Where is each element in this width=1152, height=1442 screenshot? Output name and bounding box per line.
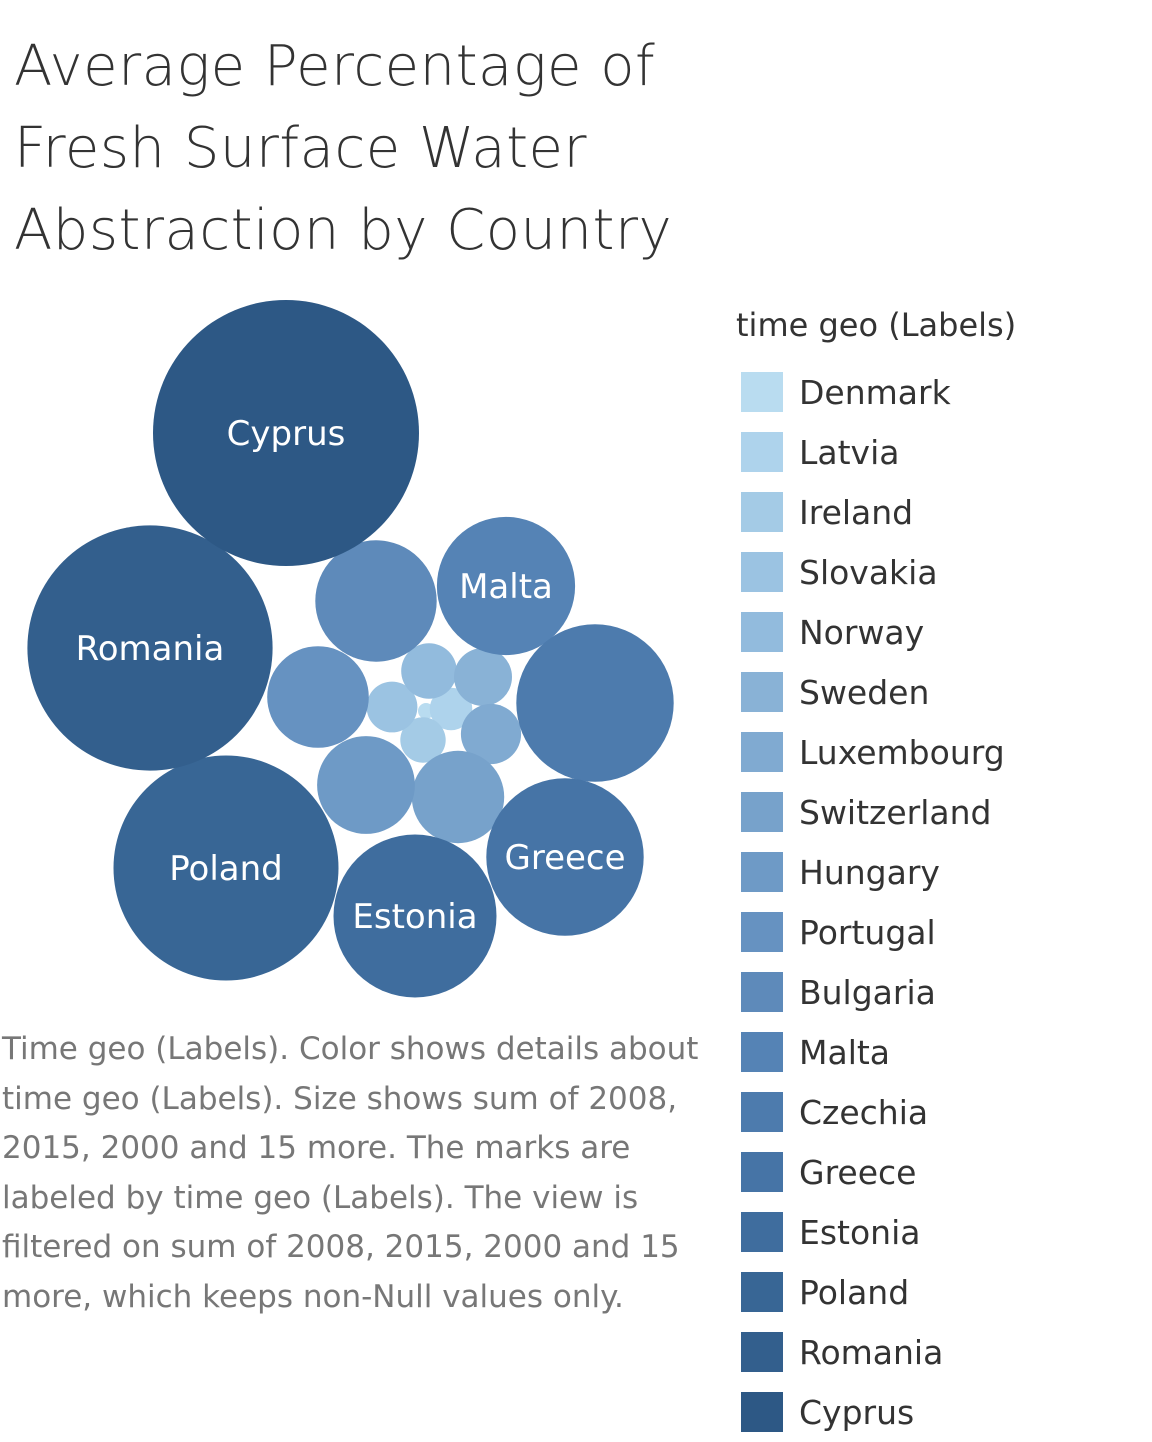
legend-item-portugal[interactable]: Portugal <box>741 902 1005 962</box>
legend-item-switzerland[interactable]: Switzerland <box>741 782 1005 842</box>
bubble-switzerland[interactable] <box>411 750 505 844</box>
legend-swatch <box>741 852 783 892</box>
bubble-malta[interactable] <box>436 516 576 656</box>
legend-item-hungary[interactable]: Hungary <box>741 842 1005 902</box>
legend: Denmark Latvia Ireland Slovakia Norway Sweden… <box>741 362 1005 1442</box>
bubble-luxembourg[interactable] <box>460 703 522 765</box>
legend-item-romania[interactable]: Romania <box>741 1322 1005 1382</box>
legend-swatch <box>741 1092 783 1132</box>
legend-swatch <box>741 492 783 532</box>
legend-swatch <box>741 552 783 592</box>
chart-title: Average Percentage of Fresh Surface Wate… <box>14 34 673 263</box>
legend-item-cyprus[interactable]: Cyprus <box>741 1382 1005 1442</box>
legend-label: Sweden <box>799 672 930 712</box>
legend-item-slovakia[interactable]: Slovakia <box>741 542 1005 602</box>
legend-swatch <box>741 972 783 1012</box>
legend-label: Luxembourg <box>799 732 1005 772</box>
bubble-romania[interactable] <box>27 525 273 771</box>
legend-swatch <box>741 672 783 712</box>
bubble-label-romania: Romania <box>76 629 225 669</box>
legend-item-latvia[interactable]: Latvia <box>741 422 1005 482</box>
legend-item-sweden[interactable]: Sweden <box>741 662 1005 722</box>
bubble-label-malta: Malta <box>459 567 553 607</box>
legend-item-denmark[interactable]: Denmark <box>741 362 1005 422</box>
bubble-greece[interactable] <box>486 778 644 936</box>
legend-title: time geo (Labels) <box>736 306 1017 344</box>
bubble-label-estonia: Estonia <box>352 897 477 937</box>
legend-item-czechia[interactable]: Czechia <box>741 1082 1005 1142</box>
bubble-label-group: Malta Greece Estonia Poland Romania Cyprus <box>76 414 626 937</box>
legend-label: Norway <box>799 612 925 652</box>
bubble-label-greece: Greece <box>504 838 625 878</box>
legend-label: Greece <box>799 1152 917 1192</box>
legend-item-greece[interactable]: Greece <box>741 1142 1005 1202</box>
legend-label: Czechia <box>799 1092 929 1132</box>
bubble-label-cyprus: Cyprus <box>227 414 346 454</box>
legend-item-poland[interactable]: Poland <box>741 1262 1005 1322</box>
legend-swatch <box>741 432 783 472</box>
legend-swatch <box>741 1152 783 1192</box>
legend-label: Romania <box>799 1332 944 1372</box>
legend-swatch <box>741 1272 783 1312</box>
legend-label: Slovakia <box>799 552 938 592</box>
legend-label: Ireland <box>799 492 914 532</box>
bubble-cyprus[interactable] <box>153 300 419 566</box>
legend-swatch <box>741 1392 783 1432</box>
legend-swatch <box>741 792 783 832</box>
bubble-estonia[interactable] <box>333 834 497 998</box>
legend-swatch <box>741 1032 783 1072</box>
legend-label: Denmark <box>799 372 951 412</box>
legend-label: Malta <box>799 1032 891 1072</box>
legend-label: Bulgaria <box>799 972 936 1012</box>
chart-caption: Time geo (Labels). Color shows details a… <box>2 1031 699 1315</box>
legend-swatch <box>741 372 783 412</box>
legend-label: Poland <box>799 1272 910 1312</box>
bubble-group <box>27 300 674 998</box>
legend-label: Estonia <box>799 1212 921 1252</box>
bubble-slovakia[interactable] <box>366 681 418 733</box>
legend-swatch <box>741 612 783 652</box>
legend-label: Hungary <box>799 852 940 892</box>
bubble-hungary[interactable] <box>317 736 415 834</box>
legend-item-estonia[interactable]: Estonia <box>741 1202 1005 1262</box>
legend-item-malta[interactable]: Malta <box>741 1022 1005 1082</box>
legend-item-norway[interactable]: Norway <box>741 602 1005 662</box>
bubble-label-poland: Poland <box>169 849 283 889</box>
bubble-bulgaria[interactable] <box>315 540 437 662</box>
legend-item-bulgaria[interactable]: Bulgaria <box>741 962 1005 1022</box>
bubble-norway[interactable] <box>401 643 457 699</box>
bubble-portugal[interactable] <box>267 646 369 748</box>
bubble-sweden[interactable] <box>454 648 512 706</box>
legend-label: Latvia <box>799 432 900 472</box>
bubble-czechia[interactable] <box>516 624 674 782</box>
legend-label: Cyprus <box>799 1392 915 1432</box>
legend-swatch <box>741 1332 783 1372</box>
bubble-poland[interactable] <box>113 755 339 981</box>
legend-swatch <box>741 732 783 772</box>
legend-label: Switzerland <box>799 792 992 832</box>
legend-label: Portugal <box>799 912 936 952</box>
legend-swatch <box>741 912 783 952</box>
legend-swatch <box>741 1212 783 1252</box>
bubble-chart: Malta Greece Estonia Poland Romania Cyprus <box>27 300 674 998</box>
legend-item-luxembourg[interactable]: Luxembourg <box>741 722 1005 782</box>
bubble-latvia[interactable] <box>429 687 473 731</box>
bubble-ireland[interactable] <box>400 717 446 763</box>
legend-item-ireland[interactable]: Ireland <box>741 482 1005 542</box>
